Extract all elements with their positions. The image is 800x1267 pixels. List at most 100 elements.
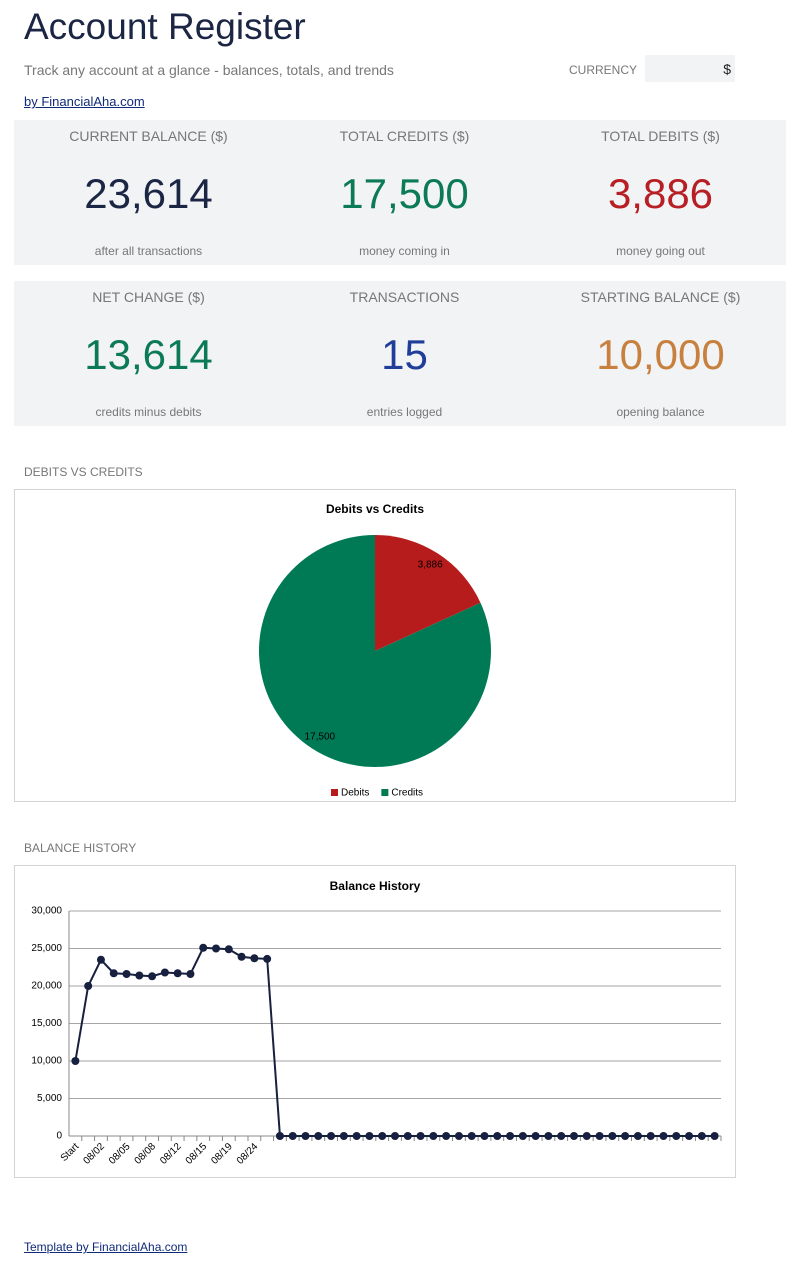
data-point <box>327 1132 336 1140</box>
x-tick-label: Start <box>59 1141 82 1164</box>
data-point <box>199 943 208 952</box>
legend-label: Credits <box>391 788 423 799</box>
series-line <box>74 946 715 1137</box>
data-point <box>96 955 105 964</box>
data-point <box>378 1132 387 1140</box>
pie-slice <box>375 535 481 651</box>
data-point <box>557 1132 566 1140</box>
data-point <box>148 972 157 981</box>
line-frame: Balance History 0 5,000 10,000 15,000 20,000 2… <box>14 865 736 1178</box>
legend-swatch <box>331 789 338 796</box>
kpi-label: STARTING BALANCE ($) <box>580 289 741 305</box>
data-point <box>531 1132 540 1140</box>
kpi-value: 10,000 <box>596 331 725 378</box>
pie-chart: Debits vs Credits 3,886 17,500 Debits Credit… <box>259 502 492 799</box>
section-label: DEBITS VS CREDITS <box>24 465 143 479</box>
pie-slice <box>259 535 492 767</box>
data-point <box>288 1132 297 1140</box>
data-point <box>352 1132 361 1140</box>
x-tick-label: 08/19 <box>209 1141 235 1167</box>
y-tick-label: 10,000 <box>31 1056 62 1067</box>
data-point <box>212 944 221 953</box>
x-tick-label: 08/12 <box>158 1141 184 1167</box>
y-tick-label: 25,000 <box>31 943 62 954</box>
data-point <box>672 1132 681 1140</box>
subtitle: Track any account at a glance - balances… <box>24 62 394 78</box>
data-point <box>250 954 259 963</box>
data-point <box>685 1132 694 1140</box>
data-point <box>71 1057 80 1065</box>
data-point <box>467 1132 476 1140</box>
data-point <box>493 1132 502 1140</box>
data-point <box>659 1132 668 1140</box>
kpi-label: CURRENT BALANCE ($) <box>69 128 228 144</box>
data-point <box>173 969 182 978</box>
data-point <box>224 945 233 954</box>
data-point <box>480 1132 489 1140</box>
data-point <box>403 1132 412 1140</box>
x-tick-label: 08/02 <box>81 1141 107 1167</box>
link[interactable]: by FinancialAha.com <box>24 94 145 109</box>
data-point <box>301 1132 310 1140</box>
data-point <box>160 968 169 977</box>
data-point <box>314 1132 323 1140</box>
kpi-value: 23,614 <box>84 170 213 217</box>
kpi-card: NET CHANGE ($) 13,614 credits minus debits… <box>14 281 786 426</box>
data-point <box>84 982 93 990</box>
data-point <box>518 1132 527 1140</box>
data-point <box>429 1132 438 1140</box>
y-tick-label: 20,000 <box>31 981 62 992</box>
footer-link[interactable]: Template by FinancialAha.com <box>24 1240 188 1254</box>
legend-swatch <box>381 789 389 796</box>
data-point <box>544 1132 553 1140</box>
data-point <box>263 954 272 963</box>
data-point <box>646 1132 655 1140</box>
kpi-note: money going out <box>616 244 705 258</box>
section-label: BALANCE HISTORY <box>24 841 137 855</box>
kpi-label: TRANSACTIONS <box>349 289 460 305</box>
chart-title: Balance History <box>330 879 421 893</box>
kpi-value: 17,500 <box>340 170 469 217</box>
data-point <box>595 1132 604 1140</box>
kpi-label: NET CHANGE ($) <box>92 289 205 305</box>
data-point <box>391 1132 399 1140</box>
pie-frame: Debits vs Credits 3,886 17,500 Debits Credit… <box>14 489 736 802</box>
x-tick-label: 08/15 <box>184 1141 210 1167</box>
kpi-note: credits minus debits <box>95 405 202 419</box>
data-point <box>442 1132 451 1140</box>
data-point <box>608 1132 617 1140</box>
data-point <box>186 970 195 978</box>
currency-value[interactable]: $ <box>645 55 735 82</box>
data-point <box>621 1132 630 1140</box>
x-tick-label: 08/08 <box>133 1141 159 1167</box>
y-tick-label: 30,000 <box>31 906 62 917</box>
kpi-value: 3,886 <box>607 170 714 217</box>
y-tick-label: 15,000 <box>31 1018 62 1029</box>
data-label: 17,500 <box>305 732 336 743</box>
kpi-label: TOTAL DEBITS ($) <box>601 128 720 144</box>
data-point <box>506 1132 515 1140</box>
data-point <box>237 952 246 961</box>
kpi-label: TOTAL CREDITS ($) <box>339 128 470 144</box>
currency-label: CURRENCY <box>569 63 638 77</box>
data-point <box>569 1132 578 1140</box>
legend-label: Debits <box>341 788 369 799</box>
data-point <box>710 1132 719 1140</box>
kpi-value: 13,614 <box>84 331 213 378</box>
data-point <box>122 970 131 978</box>
data-point <box>109 969 118 978</box>
data-point <box>416 1132 425 1140</box>
y-tick-label: 0 <box>56 1131 62 1142</box>
x-tick-label: 08/24 <box>235 1141 261 1167</box>
data-label: 3,886 <box>418 560 443 571</box>
page-title: Account Register <box>24 6 306 47</box>
data-point <box>633 1132 642 1140</box>
kpi-value: 15 <box>381 331 428 378</box>
y-tick-label: 5,000 <box>37 1093 62 1104</box>
data-point <box>582 1132 591 1140</box>
data-point <box>365 1132 374 1140</box>
data-point <box>697 1132 706 1140</box>
kpi-note: opening balance <box>616 405 705 419</box>
data-point <box>275 1132 284 1140</box>
